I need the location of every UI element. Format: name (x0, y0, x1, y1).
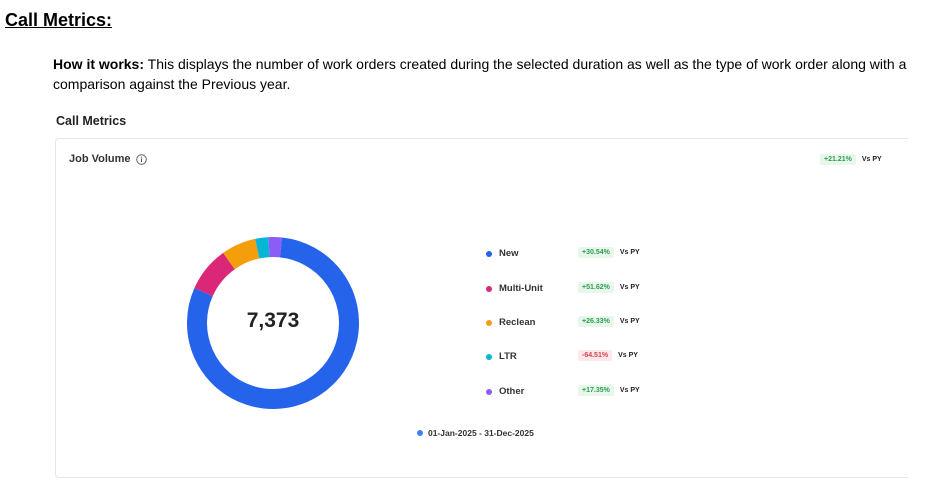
total-change-suffix: Vs PY (861, 156, 882, 163)
how-it-works-label: How it works: (53, 56, 145, 72)
donut-segment-reclean[interactable] (223, 238, 260, 270)
legend-label: Other (499, 386, 525, 397)
how-it-works-text: This displays the number of work orders … (53, 56, 907, 92)
job-volume-card: Job Volume +21.21% Vs PY 7,373 New +30.54… (55, 138, 908, 478)
total-change-badge: +21.21% (820, 154, 856, 165)
info-circle-icon[interactable] (135, 153, 147, 165)
donut-segment-multi-unit[interactable] (194, 252, 236, 297)
card-title-label: Job Volume (69, 153, 131, 165)
legend-label: Reclean (499, 317, 536, 328)
total-change: +21.21% Vs PY (820, 154, 882, 165)
change-badge: +30.54% (578, 247, 614, 258)
how-it-works-paragraph: How it works: This displays the number o… (53, 54, 938, 94)
legend-change: +51.62% Vs PY (578, 282, 640, 293)
change-suffix: Vs PY (619, 387, 640, 394)
change-badge: +26.33% (578, 316, 614, 327)
legend-item-other[interactable]: Other +17.35% Vs PY (486, 385, 686, 399)
change-suffix: Vs PY (619, 318, 640, 325)
section-title: Call Metrics (56, 114, 127, 128)
legend-dot (486, 251, 492, 257)
legend-change: -64.51% Vs PY (578, 350, 638, 361)
donut-segment-ltr[interactable] (255, 237, 270, 259)
date-range-legend: 01-Jan-2025 - 31-Dec-2025 (417, 428, 534, 438)
change-badge: +17.35% (578, 385, 614, 396)
legend-label: LTR (499, 351, 517, 362)
document-heading: Call Metrics: (5, 10, 113, 30)
legend-item-multi-unit[interactable]: Multi-Unit +51.62% Vs PY (486, 282, 686, 296)
donut-total: 7,373 (246, 309, 300, 332)
legend-label: Multi-Unit (499, 283, 543, 294)
legend-dot (486, 354, 492, 360)
donut-segment-new[interactable] (187, 237, 359, 409)
legend-label: New (499, 248, 519, 259)
change-suffix: Vs PY (619, 284, 640, 291)
legend-change: +26.33% Vs PY (578, 316, 640, 327)
card-title: Job Volume (69, 153, 147, 165)
date-range-dot (417, 430, 423, 436)
change-badge: +51.62% (578, 282, 614, 293)
donut-chart (187, 237, 359, 409)
legend-item-reclean[interactable]: Reclean +26.33% Vs PY (486, 316, 686, 330)
date-range-label: 01-Jan-2025 - 31-Dec-2025 (428, 428, 534, 438)
change-suffix: Vs PY (619, 249, 640, 256)
legend-item-ltr[interactable]: LTR -64.51% Vs PY (486, 350, 686, 364)
legend-item-new[interactable]: New +30.54% Vs PY (486, 247, 686, 261)
legend-dot (486, 389, 492, 395)
legend-dot (486, 286, 492, 292)
change-badge: -64.51% (578, 350, 613, 361)
legend-change: +30.54% Vs PY (578, 247, 640, 258)
legend-dot (486, 320, 492, 326)
legend-change: +17.35% Vs PY (578, 385, 640, 396)
change-suffix: Vs PY (618, 352, 638, 359)
